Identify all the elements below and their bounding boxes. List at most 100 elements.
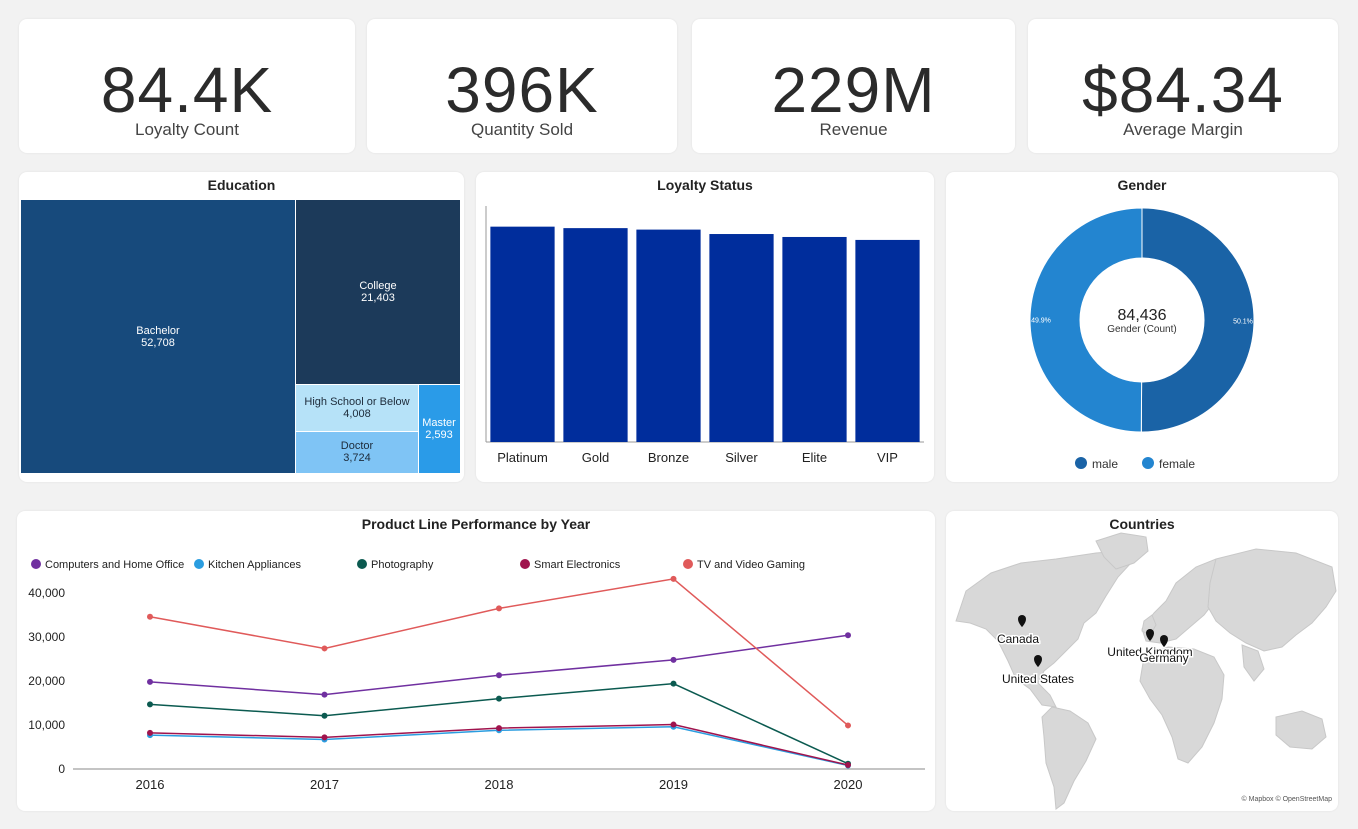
- bar-vip[interactable]: VIP: [855, 239, 920, 465]
- data-point: [670, 656, 677, 663]
- legend-label: TV and Video Gaming: [697, 559, 805, 571]
- panel-title: Loyalty Status: [657, 177, 753, 193]
- map-marker-united-states[interactable]: United States: [1000, 655, 1076, 688]
- legend-label: male: [1092, 457, 1118, 471]
- map-marker-canada[interactable]: Canada: [995, 615, 1041, 648]
- donut-slice-label: 50.1%: [1233, 318, 1253, 325]
- data-point: [845, 722, 851, 729]
- kpi-card-loyalty-count: 84.4K Loyalty Count: [19, 19, 355, 153]
- legend-label: Smart Electronics: [534, 559, 621, 571]
- series-line: [149, 634, 849, 696]
- treemap-rect: [419, 385, 460, 473]
- data-point: [321, 712, 328, 719]
- legend-label: female: [1159, 457, 1195, 471]
- donut-center-value: 84,436: [1118, 307, 1167, 324]
- treemap-value: 2,593: [425, 429, 453, 441]
- treemap-tile-college[interactable]: College 21,403: [296, 200, 460, 384]
- greenland-landmass: [1095, 532, 1149, 570]
- gender-panel: Gender 50.1% 49.9% 84,436 Gender (Count) ma…: [946, 172, 1338, 482]
- data-point: [845, 632, 851, 639]
- series-photography[interactable]: [147, 680, 851, 767]
- data-point: [670, 721, 677, 728]
- product-line-chart: Computers and Home Office Kitchen Applian…: [28, 559, 925, 792]
- kpi-label: Average Margin: [1123, 120, 1243, 139]
- series-smart-electronics[interactable]: [147, 721, 851, 769]
- panel-title: Education: [207, 177, 276, 193]
- treemap-tile-high-school[interactable]: High School or Below 4,008: [296, 385, 418, 431]
- bar-category-label: Gold: [582, 450, 609, 465]
- bar-rect: [636, 229, 701, 442]
- map-marker-germany[interactable]: Germany: [1138, 635, 1190, 667]
- kpi-value: 84.4K: [100, 54, 274, 126]
- treemap-tile-bachelor[interactable]: Bachelor 52,708: [21, 200, 295, 473]
- legend-swatch: [357, 559, 367, 569]
- bar-platinum[interactable]: Platinum: [490, 226, 555, 465]
- treemap-value: 4,008: [343, 408, 371, 420]
- legend-swatch: [1142, 457, 1154, 469]
- bar-category-label: Platinum: [497, 450, 548, 465]
- treemap-value: 52,708: [141, 337, 175, 349]
- treemap-tile-master[interactable]: Master 2,593: [419, 385, 460, 473]
- panel-title: Countries: [1109, 516, 1175, 532]
- kpi-label: Quantity Sold: [470, 120, 574, 139]
- bar-gold[interactable]: Gold: [563, 228, 628, 465]
- legend-item[interactable]: Photography: [357, 559, 434, 571]
- donut-slice-male[interactable]: [1140, 207, 1255, 433]
- map-label: United States: [1002, 672, 1074, 686]
- treemap-rect: [21, 200, 295, 473]
- legend-item-female[interactable]: [1142, 457, 1154, 469]
- asia-landmass: [1207, 548, 1337, 652]
- legend-item[interactable]: Computers and Home Office: [31, 559, 184, 571]
- donut-slice-female[interactable]: [1029, 207, 1143, 433]
- data-point: [496, 672, 502, 679]
- legend-item-male[interactable]: [1075, 457, 1087, 469]
- data-point: [321, 691, 328, 698]
- legend-swatch: [683, 559, 693, 569]
- treemap-tile-doctor[interactable]: Doctor 3,724: [296, 432, 418, 473]
- x-tick-label: 2016: [136, 777, 165, 792]
- map-pin-icon: [1160, 635, 1168, 647]
- africa-landmass: [1139, 646, 1225, 764]
- series-tv-and-video-gaming[interactable]: [147, 575, 851, 729]
- x-tick-label: 2020: [834, 777, 863, 792]
- education-treemap: Bachelor 52,708 College 21,403 High Scho…: [21, 200, 460, 473]
- legend-swatch: [1075, 457, 1087, 469]
- bar-bronze[interactable]: Bronze: [636, 229, 701, 465]
- data-point: [496, 725, 502, 732]
- legend-item[interactable]: Smart Electronics: [520, 559, 621, 571]
- loyalty-bar-chart: Platinum Gold Bronze Silver Elite VIP: [485, 206, 924, 465]
- map-attribution[interactable]: © Mapbox © OpenStreetMap: [1242, 795, 1333, 803]
- y-tick-label: 20,000: [28, 674, 65, 688]
- legend-label: Photography: [371, 559, 434, 571]
- series-computers-and-home-office[interactable]: [147, 632, 851, 698]
- bar-silver[interactable]: Silver: [709, 234, 774, 465]
- map-label: Canada: [997, 632, 1039, 646]
- countries-map[interactable]: Canada United States United Kingdom Germ…: [946, 511, 1338, 811]
- south-america-landmass: [1041, 706, 1097, 810]
- y-tick-label: 0: [58, 762, 65, 776]
- data-point: [147, 613, 153, 620]
- bar-rect: [563, 228, 628, 442]
- data-point: [496, 605, 502, 612]
- panel-title: Gender: [1117, 177, 1167, 193]
- treemap-label: Bachelor: [136, 325, 180, 337]
- y-tick-label: 30,000: [28, 630, 65, 644]
- y-tick-label: 40,000: [28, 586, 65, 600]
- legend-item[interactable]: TV and Video Gaming: [683, 559, 805, 571]
- land-masses: [955, 532, 1337, 810]
- map-marker-united-kingdom[interactable]: United Kingdom: [1106, 629, 1194, 661]
- map-pin-icon: [1018, 615, 1026, 627]
- bar-elite[interactable]: Elite: [782, 236, 847, 465]
- kpi-card-average-margin: $84.34 Average Margin: [1028, 19, 1338, 153]
- treemap-label: Doctor: [341, 440, 374, 452]
- kpi-card-revenue: 229M Revenue: [692, 19, 1015, 153]
- legend-label: Kitchen Appliances: [208, 559, 301, 571]
- series-line: [149, 578, 849, 727]
- treemap-rect: [296, 385, 418, 431]
- kpi-card-quantity-sold: 396K Quantity Sold: [367, 19, 677, 153]
- map-pin-icon: [1146, 629, 1154, 641]
- legend-item[interactable]: Kitchen Appliances: [194, 559, 301, 571]
- data-point: [670, 575, 677, 582]
- data-point: [496, 695, 502, 702]
